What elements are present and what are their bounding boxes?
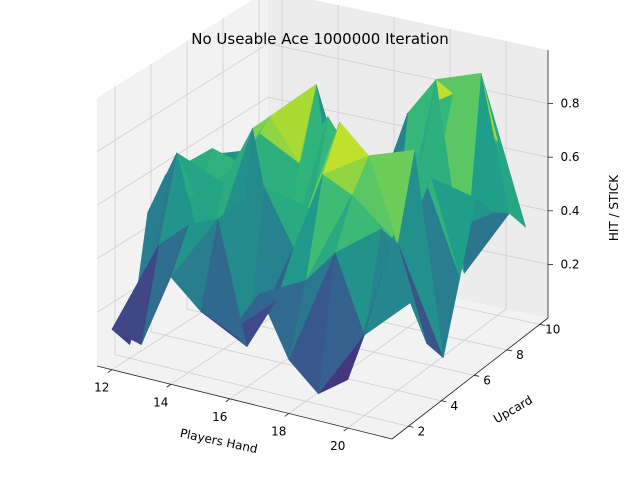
axis-lines <box>96 50 553 440</box>
y-tick-mark <box>408 425 414 428</box>
x-tick-label: 12 <box>94 381 109 395</box>
surface-facet <box>288 252 336 395</box>
surface-facet <box>170 218 218 312</box>
surface-facet <box>318 334 365 395</box>
z-tick-label: 0.8 <box>560 97 579 111</box>
y-tick-label: 8 <box>516 348 524 362</box>
x-grid-line <box>347 41 507 429</box>
y-tick-mark <box>506 349 513 352</box>
x-tick-label: 16 <box>212 410 227 424</box>
y-tick-label: 4 <box>450 399 458 413</box>
surface-facet <box>141 224 189 345</box>
y-tick-label: 2 <box>418 424 426 438</box>
tick-labels: 12 14 16 18 20 2 4 6 8 10 0.2 0.4 0.6 0.8 <box>94 97 579 453</box>
x-tick-mark <box>225 398 230 403</box>
surface-facet <box>111 244 160 345</box>
x-tick-label: 20 <box>330 439 345 453</box>
x-tick-label: 14 <box>153 395 168 409</box>
chart-title: No Useable Ace 1000000 Iteration <box>191 30 449 48</box>
y-tick-mark <box>474 374 480 377</box>
surface-facet <box>200 310 248 347</box>
z-tick-label: 0.4 <box>560 204 579 218</box>
x-tick-mark <box>343 427 348 432</box>
x-tick-mark <box>284 413 289 417</box>
y-grid-line <box>114 86 409 427</box>
z-axis-label: HIT / STICK <box>607 174 621 241</box>
x-tick-mark <box>166 383 171 388</box>
y-grid-line <box>186 41 475 376</box>
y-tick-mark <box>441 400 447 403</box>
y-tick-label: 10 <box>545 322 560 336</box>
y-tick-label: 6 <box>483 373 491 387</box>
x-tick-label: 18 <box>271 424 286 438</box>
z-tick-label: 0.2 <box>560 257 579 271</box>
surface <box>111 72 526 395</box>
y-tick-mark <box>539 323 545 326</box>
z-tick-label: 0.6 <box>560 150 579 164</box>
x-tick-mark <box>107 369 112 373</box>
y-axis-line <box>391 317 549 440</box>
x-axis-line <box>96 365 393 440</box>
